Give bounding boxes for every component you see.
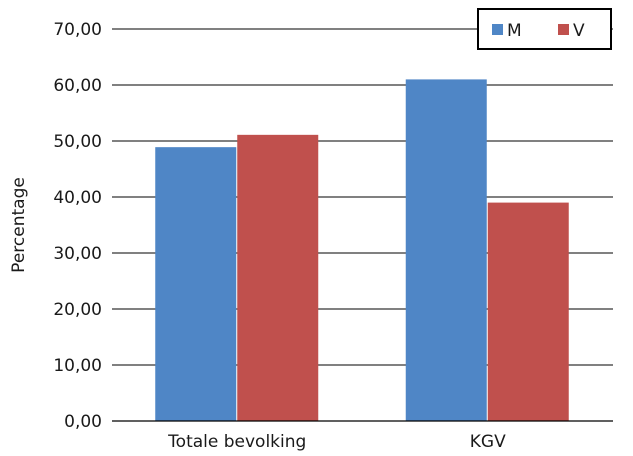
y-tick-label: 70,00 xyxy=(53,20,102,40)
y-tick-label: 0,00 xyxy=(64,412,102,432)
bars xyxy=(155,79,569,422)
x-axis-ticks: Totale bevolking KGV xyxy=(167,432,506,452)
y-tick-label: 50,00 xyxy=(53,132,102,152)
bar-m-0 xyxy=(155,147,237,421)
bar-v-1 xyxy=(487,202,569,421)
y-tick-label: 20,00 xyxy=(53,300,102,320)
y-tick-label: 40,00 xyxy=(53,188,102,208)
x-tick-label: Totale bevolking xyxy=(167,432,306,452)
y-axis-ticks: 0,00 10,00 20,00 30,00 40,00 50,00 60,00 70,00 xyxy=(53,20,102,432)
legend-label-m: M xyxy=(507,21,522,41)
legend-label-v: V xyxy=(573,21,585,41)
bar-v-0 xyxy=(237,134,319,421)
bar-m-1 xyxy=(405,79,487,422)
x-tick-label: KGV xyxy=(470,432,506,452)
legend-swatch-m xyxy=(492,24,503,35)
legend-swatch-v xyxy=(558,24,569,35)
y-tick-label: 30,00 xyxy=(53,244,102,264)
y-tick-label: 10,00 xyxy=(53,356,102,376)
y-axis-title: Percentage xyxy=(9,177,29,273)
y-tick-label: 60,00 xyxy=(53,76,102,96)
